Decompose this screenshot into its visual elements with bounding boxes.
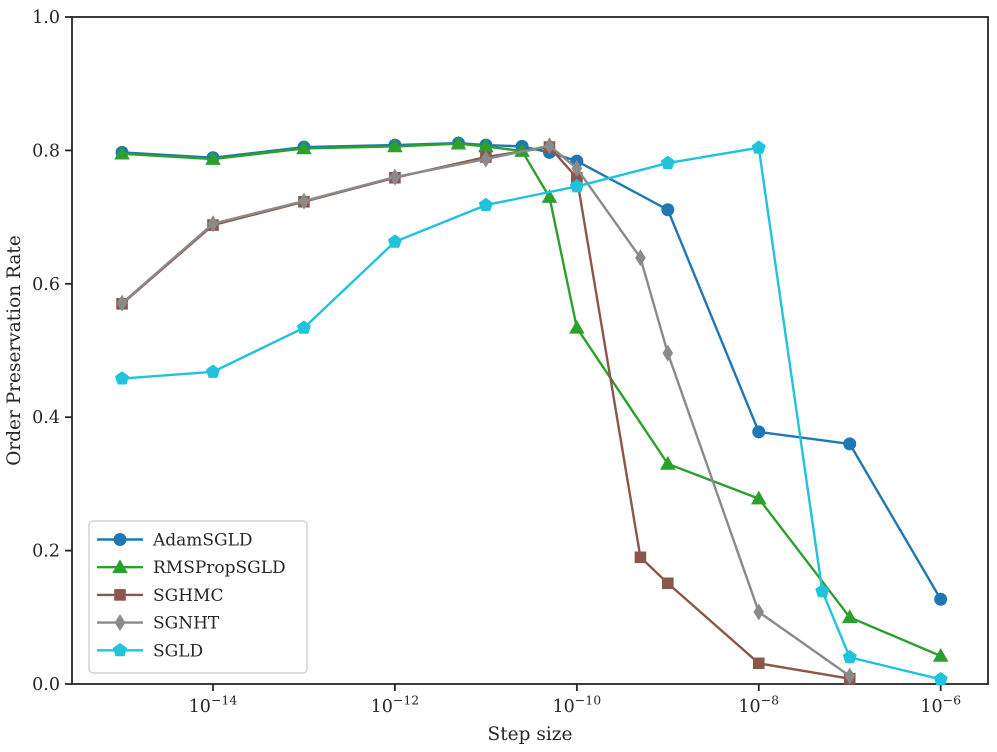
y-tick-label: 0.8 — [32, 141, 60, 161]
legend: AdamSGLD RMSPropSGLD SGHMC SGNHT SGLD — [88, 520, 308, 674]
legend-label: AdamSGLD — [152, 531, 253, 551]
legend-marker-SGLD — [112, 642, 128, 657]
data-point-SGLD — [933, 671, 948, 686]
data-point-SGHMC — [752, 657, 765, 670]
data-point-RMSPropSGLD — [450, 135, 467, 150]
axes-spines — [71, 16, 989, 685]
y-tick-label: 1.0 — [32, 8, 60, 28]
data-point-SGNHT — [662, 344, 674, 362]
data-point-RMSPropSGLD — [205, 151, 221, 165]
data-point-SGLD — [751, 140, 766, 154]
data-point-SGLD — [815, 583, 830, 598]
legend-marker-RMSPropSGLD — [112, 559, 128, 573]
data-point-RMSPropSGLD — [387, 138, 403, 153]
data-point-RMSPropSGLD — [841, 609, 858, 624]
x-tick-label: 10−14 — [189, 693, 238, 718]
x-axis-label: Step size — [488, 724, 573, 745]
data-point-SGNHT — [571, 159, 583, 177]
data-point-AdamSGLD — [661, 203, 675, 217]
data-point-RMSPropSGLD — [114, 145, 130, 160]
data-point-RMSPropSGLD — [932, 647, 949, 662]
data-point-AdamSGLD — [752, 425, 766, 439]
data-point-SGLD — [569, 179, 584, 193]
legend-marker-SGNHT — [114, 614, 126, 632]
legend-marker-SGHMC — [114, 589, 126, 601]
data-point-SGLD — [114, 371, 130, 385]
legend-box — [88, 520, 308, 674]
data-point-SGNHT — [844, 667, 856, 685]
data-point-SGLD — [842, 649, 857, 664]
data-point-SGNHT — [298, 192, 310, 210]
data-point-SGHMC — [662, 577, 674, 590]
y-tick-label: 0.0 — [32, 675, 60, 695]
data-point-AdamSGLD — [934, 592, 948, 606]
data-point-SGNHT — [389, 168, 401, 186]
legend-label: SGLD — [153, 641, 203, 661]
legend-label: RMSPropSGLD — [153, 558, 286, 578]
legend-marker-AdamSGLD — [113, 533, 127, 546]
legend-label: SGNHT — [153, 614, 220, 634]
data-point-SGNHT — [207, 215, 219, 233]
data-point-RMSPropSGLD — [541, 189, 558, 203]
y-tick-label: 0.2 — [32, 542, 60, 562]
legend-label: SGHMC — [153, 586, 223, 606]
data-point-SGNHT — [544, 137, 555, 155]
data-point-SGNHT — [480, 150, 492, 168]
series-SGLD — [114, 140, 948, 686]
data-point-SGNHT — [753, 603, 765, 621]
series-SGNHT — [116, 137, 856, 685]
data-point-RMSPropSGLD — [750, 490, 767, 505]
data-point-RMSPropSGLD — [296, 140, 312, 155]
data-point-AdamSGLD — [843, 437, 857, 451]
data-point-SGLD — [387, 234, 402, 248]
data-point-SGNHT — [116, 294, 128, 312]
data-point-SGLD — [205, 364, 221, 378]
y-axis-label: Order Preservation Rate — [4, 235, 25, 466]
y-tick-label: 0.4 — [32, 408, 60, 428]
data-point-SGLD — [478, 197, 493, 212]
data-point-SGHMC — [634, 551, 647, 564]
data-point-SGNHT — [635, 249, 646, 267]
data-point-SGLD — [660, 155, 675, 170]
data-point-SGLD — [296, 320, 311, 334]
y-tick-label: 0.6 — [32, 275, 60, 295]
data-point-RMSPropSGLD — [569, 319, 585, 334]
data-point-RMSPropSGLD — [478, 138, 494, 153]
data-point-SGHMC — [571, 171, 583, 184]
data-point-RMSPropSGLD — [660, 455, 676, 470]
